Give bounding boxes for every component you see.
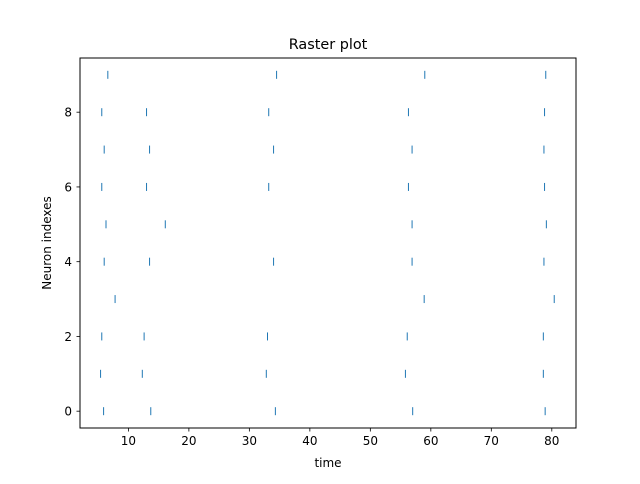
x-axis: 10 20 30 40 50 60 70 80 xyxy=(121,428,559,448)
y-tick-label: 4 xyxy=(64,255,72,269)
chart-title: Raster plot xyxy=(289,37,368,53)
y-axis: 0 2 4 6 8 xyxy=(64,106,80,419)
x-tick-label: 10 xyxy=(121,434,136,448)
x-tick-label: 60 xyxy=(423,434,438,448)
x-tick-label: 50 xyxy=(363,434,378,448)
y-axis-label: Neuron indexes xyxy=(40,196,54,290)
x-tick-label: 70 xyxy=(484,434,499,448)
spike-marks xyxy=(100,70,555,416)
x-tick-label: 30 xyxy=(242,434,257,448)
x-tick-label: 80 xyxy=(544,434,559,448)
x-axis-label: time xyxy=(314,456,341,470)
y-tick-label: 2 xyxy=(64,330,72,344)
axes-frame xyxy=(79,57,577,429)
y-tick-label: 8 xyxy=(64,106,72,120)
x-tick-label: 40 xyxy=(302,434,317,448)
y-tick-label: 0 xyxy=(64,405,72,419)
x-tick-label: 20 xyxy=(181,434,196,448)
y-tick-label: 6 xyxy=(64,180,72,194)
